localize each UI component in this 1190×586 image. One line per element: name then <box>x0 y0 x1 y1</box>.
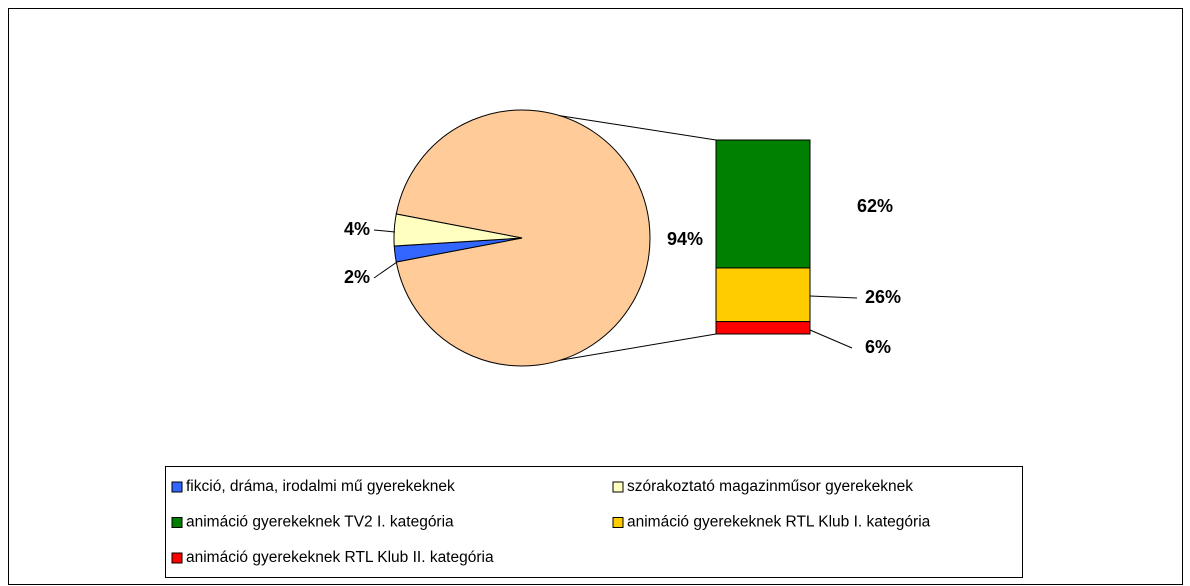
legend-swatch <box>612 517 624 528</box>
data-label: 94% <box>667 229 703 249</box>
data-label: 2% <box>344 267 370 287</box>
bar-segment <box>715 321 811 335</box>
data-label: 4% <box>344 219 370 239</box>
legend-label: animáció gyerekeknek RTL Klub I. kategór… <box>627 514 931 531</box>
leader-line <box>373 229 396 233</box>
legend-label: animáció gyerekeknek RTL Klub II. kategó… <box>186 549 494 566</box>
data-label: 62% <box>857 196 893 216</box>
legend-box <box>165 466 1023 578</box>
legend-label: animáció gyerekeknek TV2 I. kategória <box>186 514 454 531</box>
leader-line <box>373 261 398 279</box>
connector <box>559 333 717 361</box>
data-label: 26% <box>865 287 901 307</box>
bar-segment <box>715 267 811 323</box>
legend-swatch <box>171 481 183 493</box>
pie-slice <box>395 109 651 367</box>
legend-label: szórakoztató magazinműsor gyerekeknek <box>627 478 913 495</box>
leader-line <box>809 329 853 349</box>
connector <box>559 115 717 141</box>
legend-swatch <box>171 552 183 564</box>
pie-slice <box>393 213 523 247</box>
legend-swatch <box>612 481 624 493</box>
bar-segment <box>715 139 811 269</box>
legend-label: fikció, dráma, irodalmi mű gyerekeknek <box>186 478 455 495</box>
leader-line <box>809 295 858 299</box>
legend-swatch <box>171 517 183 528</box>
data-label: 6% <box>865 337 891 357</box>
